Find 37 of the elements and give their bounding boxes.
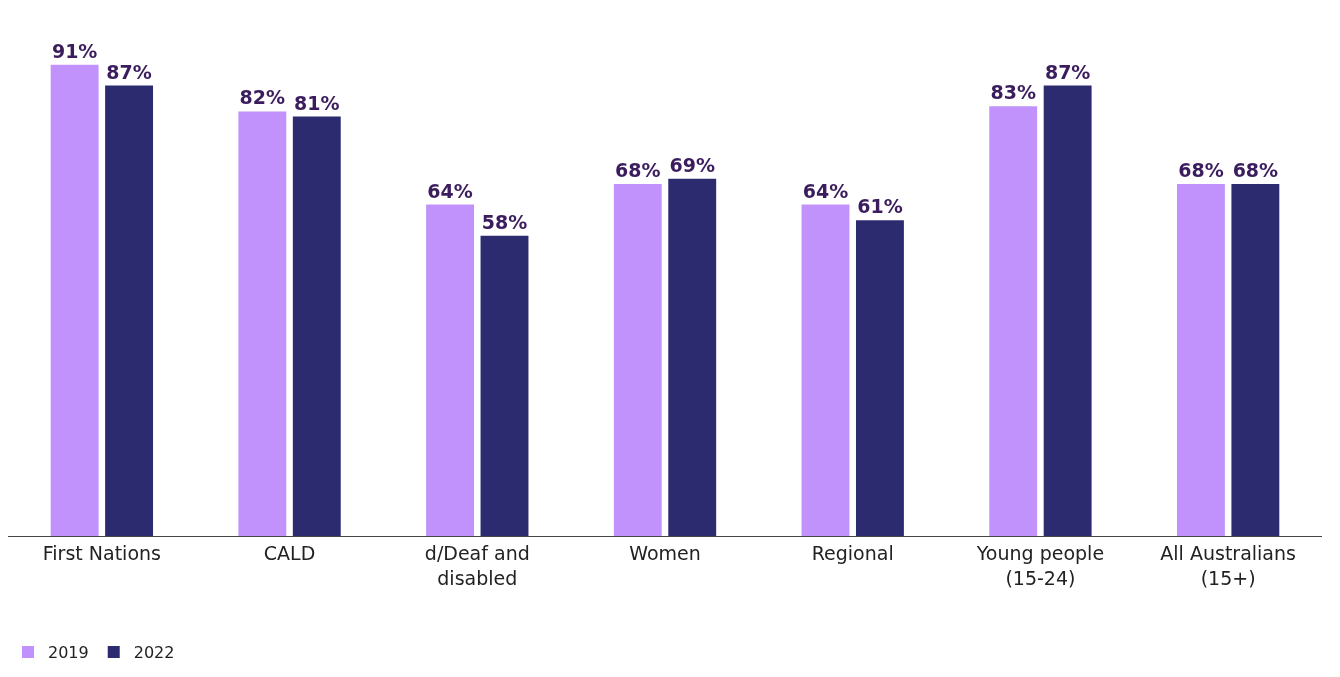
data-label: 82%: [239, 86, 286, 109]
bar: [426, 204, 475, 536]
bar: [855, 220, 904, 536]
x-tick-label: d/Deaf and disabled: [424, 541, 530, 589]
bar: [292, 116, 341, 536]
x-tick-label: First Nations: [42, 541, 161, 564]
data-label: 87%: [1044, 60, 1091, 83]
bar: [801, 204, 850, 536]
bar: [1231, 183, 1280, 536]
x-tick-label: Young people (15-24): [975, 541, 1105, 589]
data-label: 83%: [990, 81, 1036, 104]
data-label: 68%: [615, 158, 661, 181]
data-label: 61%: [857, 195, 903, 218]
data-label: 68%: [1178, 158, 1224, 181]
x-tick-label: CALD: [263, 541, 316, 564]
x-tick-label: Regional: [811, 541, 894, 564]
bar: [1043, 85, 1092, 536]
data-label: 81%: [294, 91, 340, 114]
x-tick-label: Women: [629, 541, 701, 564]
bar: [989, 106, 1038, 536]
data-label: 68%: [1232, 158, 1279, 181]
legend-label: 2019: [48, 643, 89, 663]
bar: [50, 64, 99, 536]
bar: [105, 85, 154, 536]
data-label: 64%: [802, 179, 849, 202]
data-label: 64%: [427, 179, 473, 202]
bar: [238, 111, 287, 536]
bar: [668, 178, 717, 536]
data-label: 69%: [669, 153, 715, 176]
bar: [1176, 183, 1225, 536]
data-label: 91%: [51, 39, 98, 62]
bar: [613, 183, 662, 536]
bar: [480, 235, 529, 536]
legend-label: 2022: [133, 643, 175, 663]
data-label: 87%: [106, 60, 152, 83]
data-label: 58%: [481, 210, 528, 233]
x-tick-label: All Australians (15+): [1160, 541, 1296, 589]
